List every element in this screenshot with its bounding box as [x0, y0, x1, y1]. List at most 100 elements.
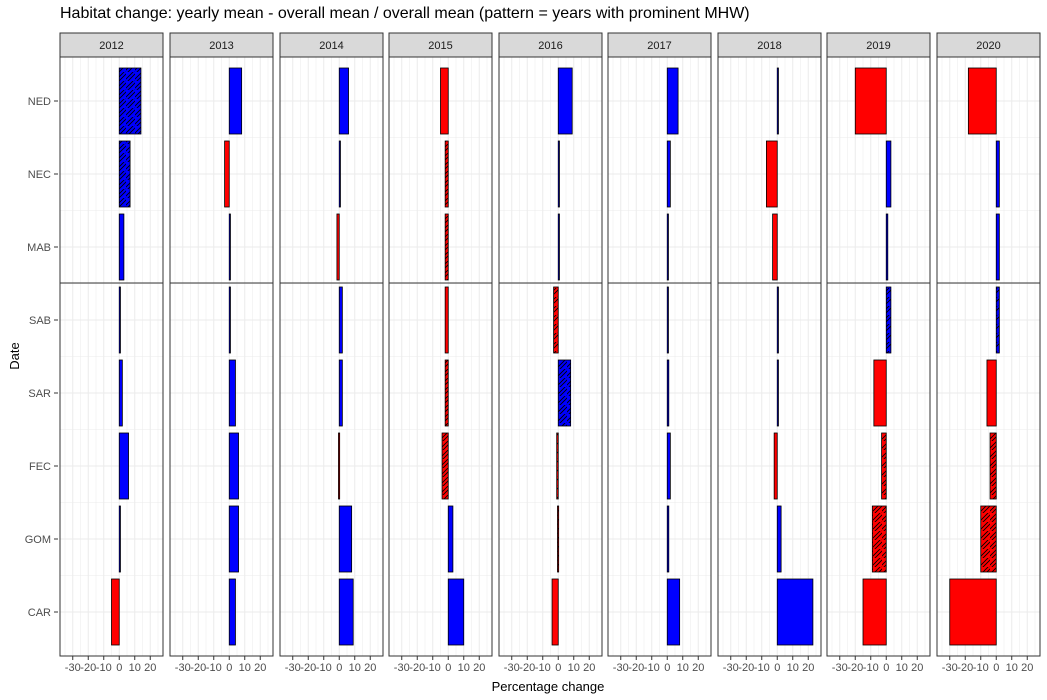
facet-panel-2019: 2019 -30 -20 -10 0 10 20 — [826, 32, 931, 674]
facet-strip-label: 2018 — [757, 40, 781, 52]
x-tick-label: 10 — [1006, 662, 1018, 674]
y-tick-label: NEC — [28, 169, 51, 181]
bar-2018-NEC — [766, 140, 778, 208]
bar-2012-FEC — [118, 432, 129, 500]
bar-2014-CAR — [338, 578, 354, 646]
x-tick-label: 20 — [364, 662, 376, 674]
bar-2014-GOM — [338, 505, 353, 573]
facet-strip-label: 2014 — [319, 40, 343, 52]
facet-strip-label: 2015 — [428, 40, 452, 52]
bar-pattern-2015-NEC — [445, 141, 449, 207]
bar-pattern-2019-SAB — [886, 287, 891, 353]
bar-2020-MAB — [995, 213, 1000, 281]
bar-2019-NED — [854, 67, 887, 135]
panel-border-bottom — [498, 282, 603, 657]
bar-pattern-2015-SAR — [445, 360, 449, 426]
y-tick-label: GOM — [25, 534, 51, 546]
bar-2018-SAR — [776, 359, 779, 427]
x-tick-label: 0 — [445, 662, 451, 674]
x-tick-label: 10 — [239, 662, 251, 674]
bar-2013-NED — [228, 67, 243, 135]
x-tick-label: -10 — [973, 662, 989, 674]
facet-panel-2012: 2012 -30 -20 -10 0 10 20 — [59, 32, 164, 674]
x-tick-label: -30 — [285, 662, 301, 674]
chart-title: Habitat change: yearly mean - overall me… — [60, 5, 750, 22]
bar-2013-SAB — [228, 286, 231, 354]
x-tick-label: 20 — [473, 662, 485, 674]
bar-pattern-2019-FEC — [881, 433, 887, 499]
x-tick-label: 20 — [911, 662, 923, 674]
x-tick-label: -10 — [425, 662, 441, 674]
facet-strip — [388, 32, 493, 58]
bar-2013-NEC — [224, 140, 230, 208]
bar-2017-SAR — [666, 359, 670, 427]
facet-strip — [607, 32, 712, 58]
bar-2015-GOM — [447, 505, 454, 573]
bar-2018-NED — [776, 67, 779, 135]
x-tick-label: -10 — [206, 662, 222, 674]
y-tick-label: FEC — [29, 461, 51, 473]
x-tick-label: -10 — [96, 662, 112, 674]
x-tick-label: -30 — [942, 662, 958, 674]
x-tick-label: 10 — [458, 662, 470, 674]
bar-2015-NED — [440, 67, 449, 135]
x-tick-label: 20 — [583, 662, 595, 674]
y-tick-label: SAR — [28, 388, 51, 400]
bar-2014-MAB — [336, 213, 340, 281]
bar-2018-GOM — [776, 505, 782, 573]
bar-2018-SAB — [776, 286, 779, 354]
bar-2018-FEC — [773, 432, 778, 500]
x-tick-label: 20 — [802, 662, 814, 674]
facet-strip — [936, 32, 1041, 58]
bar-2012-GOM — [118, 505, 121, 573]
x-tick-label: 0 — [226, 662, 232, 674]
bar-2017-GOM — [666, 505, 670, 573]
panel-border-bottom — [607, 282, 712, 657]
x-tick-label: -30 — [504, 662, 520, 674]
x-tick-label: 0 — [883, 662, 889, 674]
x-axis-title: Percentage change — [492, 679, 605, 694]
bar-pattern-2016-FEC — [556, 433, 559, 499]
x-tick-label: -10 — [316, 662, 332, 674]
bar-2020-CAR — [949, 578, 997, 646]
bar-2017-SAB — [666, 286, 669, 354]
panel-border-bottom — [936, 282, 1041, 657]
x-tick-label: -30 — [65, 662, 81, 674]
bar-pattern-2012-NEC — [119, 141, 131, 207]
bar-2012-SAR — [118, 359, 123, 427]
bar-2019-CAR — [862, 578, 887, 646]
bar-2020-SAR — [986, 359, 997, 427]
bar-pattern-2015-FEC — [442, 433, 449, 499]
bar-pattern-2019-GOM — [872, 506, 887, 572]
panel-border-bottom — [826, 282, 931, 657]
bar-2014-NED — [338, 67, 349, 135]
x-tick-label: 10 — [896, 662, 908, 674]
bar-2012-SAB — [118, 286, 121, 354]
x-tick-label: 0 — [664, 662, 670, 674]
bar-pattern-2015-MAB — [445, 214, 449, 280]
x-tick-label: -30 — [175, 662, 191, 674]
y-tick-label: MAB — [27, 242, 51, 254]
bar-pattern-2016-SAR — [558, 360, 571, 426]
y-axis-title: Date — [7, 342, 22, 369]
x-tick-label: -30 — [832, 662, 848, 674]
x-tick-label: -20 — [80, 662, 96, 674]
x-tick-label: 20 — [144, 662, 156, 674]
bar-2016-NED — [557, 67, 573, 135]
x-tick-label: 20 — [1021, 662, 1033, 674]
x-tick-label: -30 — [613, 662, 629, 674]
x-tick-label: 0 — [336, 662, 342, 674]
x-tick-label: 10 — [568, 662, 580, 674]
x-tick-label: -20 — [738, 662, 754, 674]
facet-strip-label: 2020 — [976, 40, 1000, 52]
bar-2017-MAB — [666, 213, 669, 281]
bar-pattern-2016-SAB — [553, 287, 559, 353]
y-tick-label: NED — [28, 96, 51, 108]
x-tick-label: 10 — [787, 662, 799, 674]
x-tick-label: -20 — [190, 662, 206, 674]
x-tick-label: -20 — [847, 662, 863, 674]
x-tick-label: -20 — [519, 662, 535, 674]
bar-2014-SAR — [338, 359, 343, 427]
bar-2013-CAR — [228, 578, 236, 646]
x-tick-label: 0 — [116, 662, 122, 674]
